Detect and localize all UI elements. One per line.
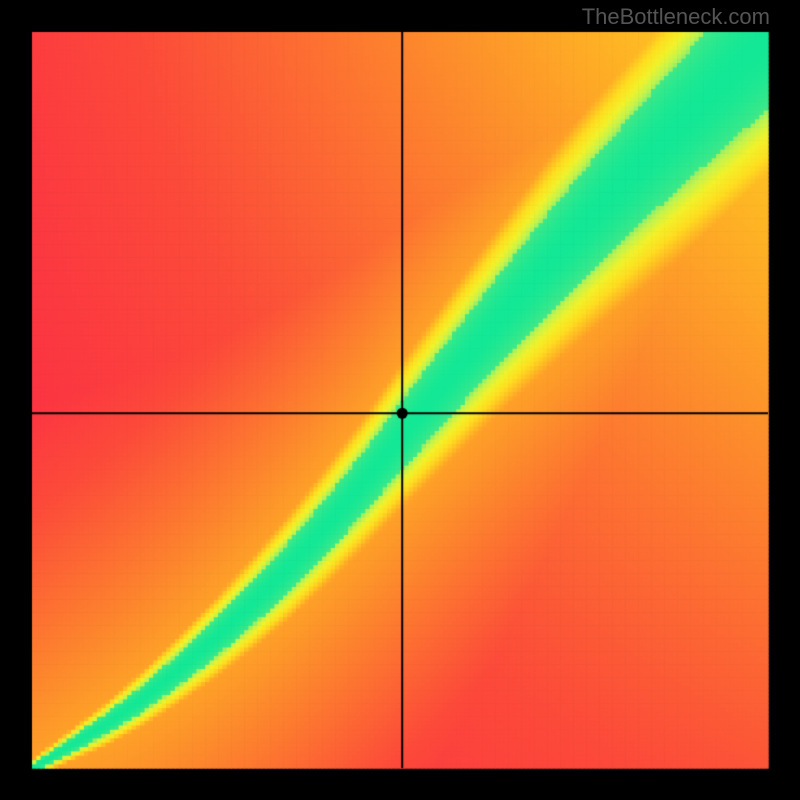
watermark-text: TheBottleneck.com bbox=[582, 4, 770, 30]
chart-container: TheBottleneck.com bbox=[0, 0, 800, 800]
bottleneck-heatmap bbox=[0, 0, 800, 800]
